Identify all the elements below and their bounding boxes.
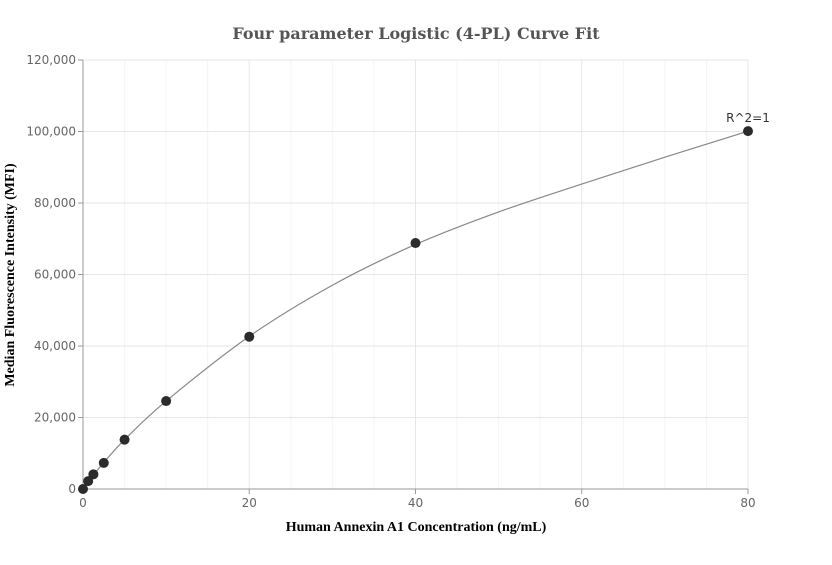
x-tick-label: 60	[574, 496, 589, 510]
data-point	[88, 469, 99, 480]
y-tick-label: 100,000	[26, 125, 76, 139]
y-tick-label: 80,000	[34, 196, 76, 210]
y-tick-label: 60,000	[34, 268, 76, 282]
y-tick-label: 120,000	[26, 53, 76, 67]
x-tick-label: 20	[242, 496, 257, 510]
axes: 0 20,000 40,000 60,000 80,000 100,000 120,000 0…	[26, 53, 755, 510]
y-tick-label: 0	[68, 482, 76, 496]
x-axis-title: Human Annexin A1 Concentration (ng/mL)	[286, 520, 547, 535]
grid	[83, 59, 749, 489]
data-point	[98, 457, 109, 468]
r-squared-annotation: R^2=1	[726, 111, 770, 125]
data-point	[119, 434, 130, 445]
data-points	[78, 126, 753, 494]
x-tick-label: 40	[408, 496, 423, 510]
data-point	[83, 476, 94, 487]
data-point	[161, 396, 172, 407]
chart-title: Four parameter Logistic (4-PL) Curve Fit	[232, 24, 600, 43]
data-point	[78, 484, 88, 494]
y-tick-label: 40,000	[34, 339, 76, 353]
y-axis-title: Median Fluorescence Intensity (MFI)	[3, 163, 18, 387]
y-tick-label: 20,000	[34, 411, 76, 425]
data-point	[244, 331, 255, 342]
data-point	[410, 238, 421, 249]
x-tick-label: 0	[79, 496, 87, 510]
x-tick-label: 80	[740, 496, 755, 510]
data-point	[743, 126, 753, 137]
annotations: R^2=1	[726, 111, 770, 125]
